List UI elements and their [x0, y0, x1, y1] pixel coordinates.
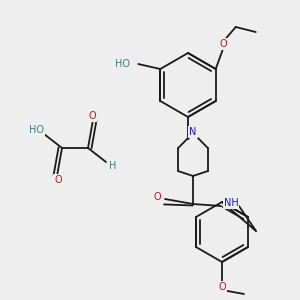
Text: O: O: [153, 192, 161, 202]
Text: O: O: [220, 39, 227, 49]
Text: H: H: [109, 161, 117, 171]
Text: O: O: [218, 282, 226, 292]
Text: HO: HO: [115, 59, 130, 69]
Text: HO: HO: [29, 125, 44, 135]
Text: O: O: [54, 175, 62, 185]
Text: NH: NH: [224, 198, 238, 208]
Text: N: N: [189, 127, 197, 137]
Text: O: O: [88, 111, 96, 121]
